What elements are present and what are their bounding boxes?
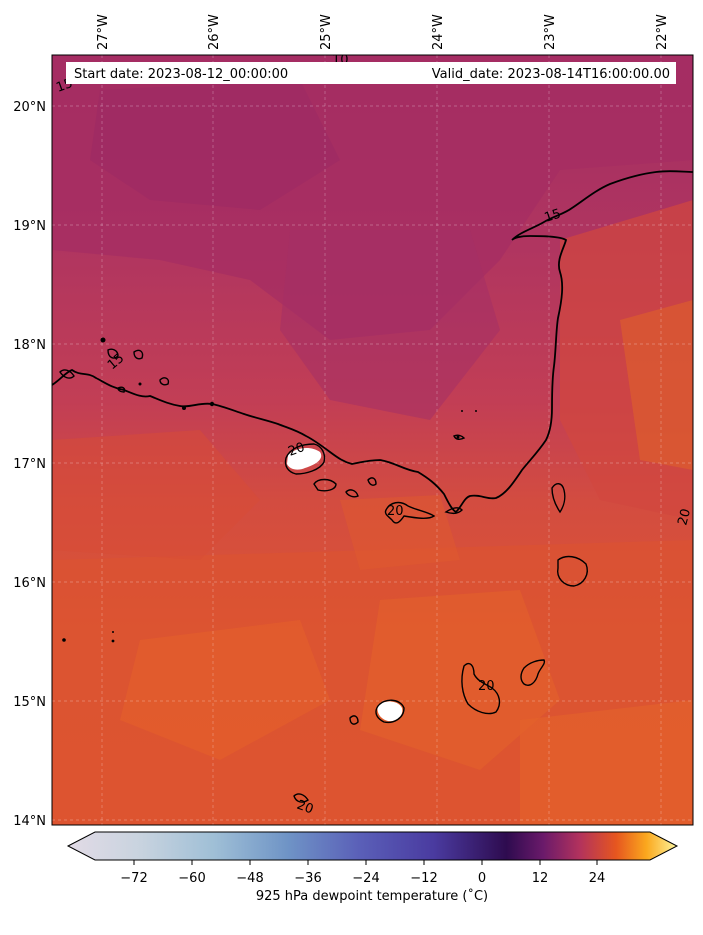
colorbar: −72 −60 −48 −36 −24 −12 0 12 24 925 hPa … [66,831,679,904]
lat-tick-label: 17°N [13,457,46,472]
lon-tick-label: 22°W [655,14,670,50]
colorbar-tick-label: −72 [120,871,147,886]
colorbar-tick-label: 0 [478,871,486,886]
contour-15-line [52,170,693,514]
lon-tick-label: 24°W [431,14,446,50]
colorbar-tick-label: −36 [294,871,321,886]
contour-label: 20 [295,798,316,818]
island-brava-fogo-icon [377,701,403,722]
lat-axis: 20°N 19°N 18°N 17°N 16°N 15°N 14°N [13,100,46,829]
lon-axis: 27°W 26°W 25°W 24°W 23°W 22°W [96,14,670,50]
lon-tick-label: 23°W [543,14,558,50]
info-bar [66,62,676,84]
dewpoint-field: 15 15 15 20 20 20 20 20 10 Start date: 2… [52,55,694,825]
lat-tick-label: 15°N [13,695,46,710]
colorbar-bar [66,831,679,861]
lat-tick-label: 16°N [13,576,46,591]
start-date-text: Start date: 2023-08-12_00:00:00 [74,67,288,82]
colorbar-tick-label: 12 [532,871,549,886]
lat-tick-label: 14°N [13,814,46,829]
lat-tick-label: 20°N [13,100,46,115]
colorbar-label: 925 hPa dewpoint temperature (˚C) [256,888,488,904]
contour-label: 20 [478,679,495,694]
lon-tick-label: 27°W [96,14,111,50]
lon-tick-label: 25°W [319,14,334,50]
small-islands [62,337,477,643]
contour-label: 20 [675,507,694,527]
colorbar-tick-label: −48 [236,871,263,886]
colorbar-tick-label: −24 [352,871,379,886]
lat-tick-label: 18°N [13,338,46,353]
valid-date-text: Valid_date: 2023-08-14T16:00:00.00 [432,67,670,82]
colorbar-tick-label: −60 [178,871,205,886]
lat-tick-label: 19°N [13,219,46,234]
gridlines [52,55,693,825]
contour-label: 20 [286,440,307,460]
lon-tick-label: 26°W [207,14,222,50]
contour-20-lines [59,348,588,803]
map-frame [51,54,694,826]
contour-label: 15 [543,206,563,225]
contour-label: 20 [387,504,404,519]
colorbar-tick-label: 24 [589,871,606,886]
island-santo-antao-icon [287,448,322,470]
colorbar-ticks [133,860,598,865]
contour-labels: 15 15 15 20 20 20 20 20 10 [54,55,694,818]
colorbar-tick-label: −12 [410,871,437,886]
